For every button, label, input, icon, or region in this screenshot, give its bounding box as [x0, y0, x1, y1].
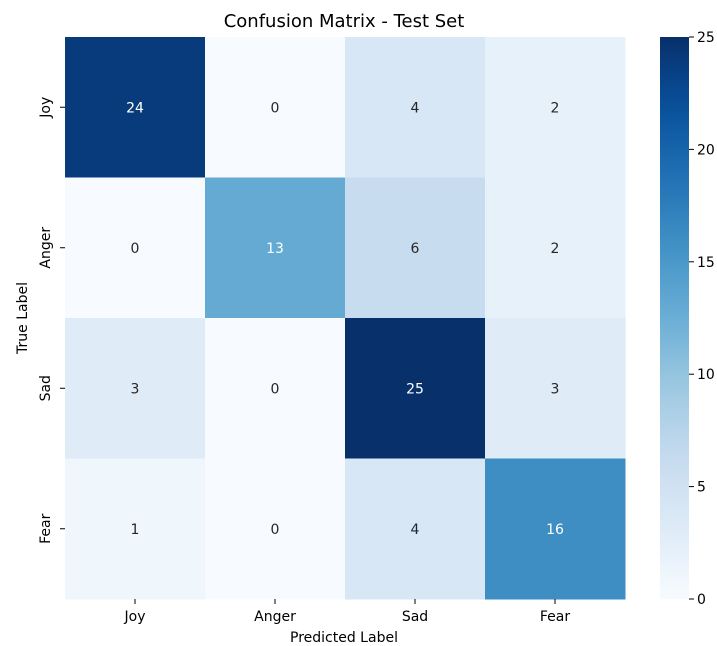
cell-value-label: 2	[551, 100, 560, 116]
heatmap-cell	[345, 458, 486, 600]
x-tick-label: Joy	[124, 609, 146, 625]
heatmap-cell	[205, 318, 346, 459]
cell-value-label: 13	[266, 241, 284, 257]
cell-value-label: 4	[411, 522, 420, 538]
y-tick-label: Fear	[38, 513, 54, 543]
heatmap-cell	[65, 37, 206, 178]
colorbar-gradient	[660, 37, 689, 599]
cell-value-label: 2	[551, 241, 560, 257]
heatmap-cells	[65, 37, 626, 600]
cell-value-label: 1	[131, 522, 140, 538]
colorbar-tick-label: 10	[697, 367, 715, 383]
colorbar: 0 5 10 15 20 25	[660, 30, 715, 608]
heatmap-cell	[65, 177, 206, 319]
cell-value-label: 3	[551, 381, 560, 397]
cell-value-label: 16	[546, 522, 564, 538]
cell-value-label: 25	[406, 381, 424, 397]
cell-value-label: 0	[271, 381, 280, 397]
cell-value-label: 3	[131, 381, 140, 397]
x-tick-label: Fear	[540, 609, 570, 625]
x-tick-label: Anger	[254, 609, 296, 625]
x-axis-label: Predicted Label	[290, 630, 398, 646]
heatmap-cell	[205, 177, 346, 319]
cell-value-label: 0	[271, 522, 280, 538]
colorbar-tick-label: 0	[697, 592, 706, 608]
heatmap-cell	[205, 37, 346, 178]
cell-value-label: 0	[271, 100, 280, 116]
heatmap-cell	[345, 177, 486, 319]
heatmap-cell	[485, 458, 626, 600]
chart-title: Confusion Matrix - Test Set	[224, 11, 465, 32]
heatmap-cell	[485, 177, 626, 319]
y-axis: Joy Anger Sad Fear	[38, 97, 65, 544]
colorbar-tick-label: 25	[697, 30, 715, 46]
heatmap-cell	[345, 37, 486, 178]
cell-value-label: 6	[411, 241, 420, 257]
y-tick-label: Joy	[38, 97, 54, 119]
y-tick-label: Sad	[38, 375, 54, 401]
cell-value-label: 24	[126, 100, 144, 116]
cell-value-label: 0	[131, 241, 140, 257]
heatmap-cell	[345, 318, 486, 459]
heatmap-cell	[485, 37, 626, 178]
heatmap-cell	[205, 458, 346, 600]
heatmap-cell	[65, 458, 206, 600]
heatmap-cell	[65, 318, 206, 459]
x-tick-label: Sad	[402, 609, 428, 625]
heatmap-cell	[485, 318, 626, 459]
y-axis-label: True Label	[15, 282, 31, 355]
colorbar-tick-label: 15	[697, 255, 715, 271]
y-tick-label: Anger	[38, 227, 54, 269]
colorbar-tick-label: 5	[697, 480, 706, 496]
cell-value-labels: 24 0 4 20 13 6 23 0 25 31 0 4 16	[126, 100, 564, 538]
colorbar-tick-label: 20	[697, 142, 715, 158]
cell-value-label: 4	[411, 100, 420, 116]
x-axis: Joy Anger Sad Fear	[124, 599, 570, 625]
